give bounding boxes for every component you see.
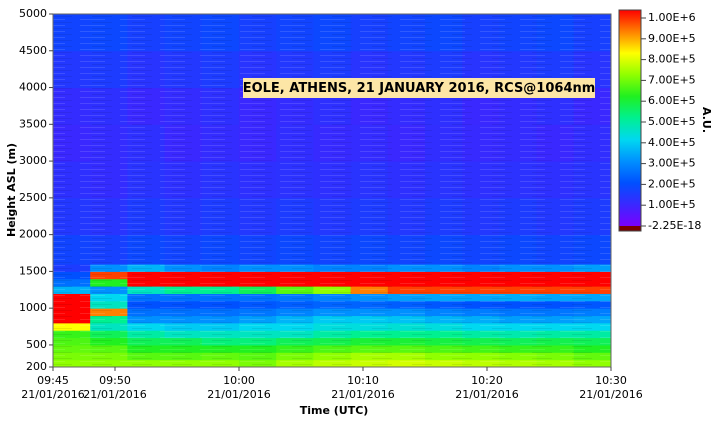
y-tick-label: 1500 [19, 264, 47, 277]
x-tick-label: 10:00 [223, 374, 255, 387]
x-tick-label: 09:50 [99, 374, 131, 387]
x-tick-label: 10:30 [595, 374, 627, 387]
x-axis-label: Time (UTC) [300, 404, 369, 417]
x-tick-date: 21/01/2016 [21, 388, 84, 401]
colorbar-tick-label: 9.00E+5 [648, 32, 696, 45]
x-tick-label: 09:45 [37, 374, 69, 387]
x-tick-date: 21/01/2016 [455, 388, 518, 401]
texture [53, 14, 611, 367]
y-tick-label: 200 [26, 360, 47, 373]
colorbar-tick-label: 5.00E+5 [648, 115, 696, 128]
y-tick-label: 4000 [19, 81, 47, 94]
x-tick-label: 10:20 [471, 374, 503, 387]
x-tick-date: 21/01/2016 [579, 388, 642, 401]
y-tick-label: 2500 [19, 191, 47, 204]
colorbar-tick-label: 8.00E+5 [648, 53, 696, 66]
colorbar-tick-label: 6.00E+5 [648, 94, 696, 107]
x-tick-label: 10:10 [347, 374, 379, 387]
y-tick-label: 1000 [19, 301, 47, 314]
title-box [243, 78, 595, 98]
x-tick-date: 21/01/2016 [207, 388, 270, 401]
colorbar-tick-label: 1.00E+5 [648, 198, 696, 211]
y-tick-label: 5000 [19, 7, 47, 20]
y-tick-label: 4500 [19, 44, 47, 57]
x-tick-date: 21/01/2016 [331, 388, 394, 401]
colorbar-tick-label: 1.00E+6 [648, 11, 696, 24]
x-tick-date: 21/01/2016 [83, 388, 146, 401]
y-tick-label: 3000 [19, 154, 47, 167]
colorbar-tick-label: 3.00E+5 [648, 157, 696, 170]
plot-frame [52, 13, 612, 368]
y-tick-label: 3500 [19, 117, 47, 130]
colorbar-tick-label: -2.25E-18 [648, 219, 701, 232]
colorbar-tick-label: 2.00E+5 [648, 177, 696, 190]
chart-title: EOLE, ATHENS, 21 JANUARY 2016, RCS@1064n… [243, 81, 596, 96]
colorbar-under [619, 226, 641, 231]
colorbar-frame [618, 9, 642, 232]
colorbar-label: A.U. [700, 107, 713, 133]
y-tick-label: 500 [26, 338, 47, 351]
colorbar-tick-label: 7.00E+5 [648, 73, 696, 86]
y-axis-label: Height ASL (m) [5, 143, 18, 237]
colorbar [619, 10, 641, 226]
colorbar-tick-label: 4.00E+5 [648, 136, 696, 149]
y-tick-label: 2000 [19, 228, 47, 241]
